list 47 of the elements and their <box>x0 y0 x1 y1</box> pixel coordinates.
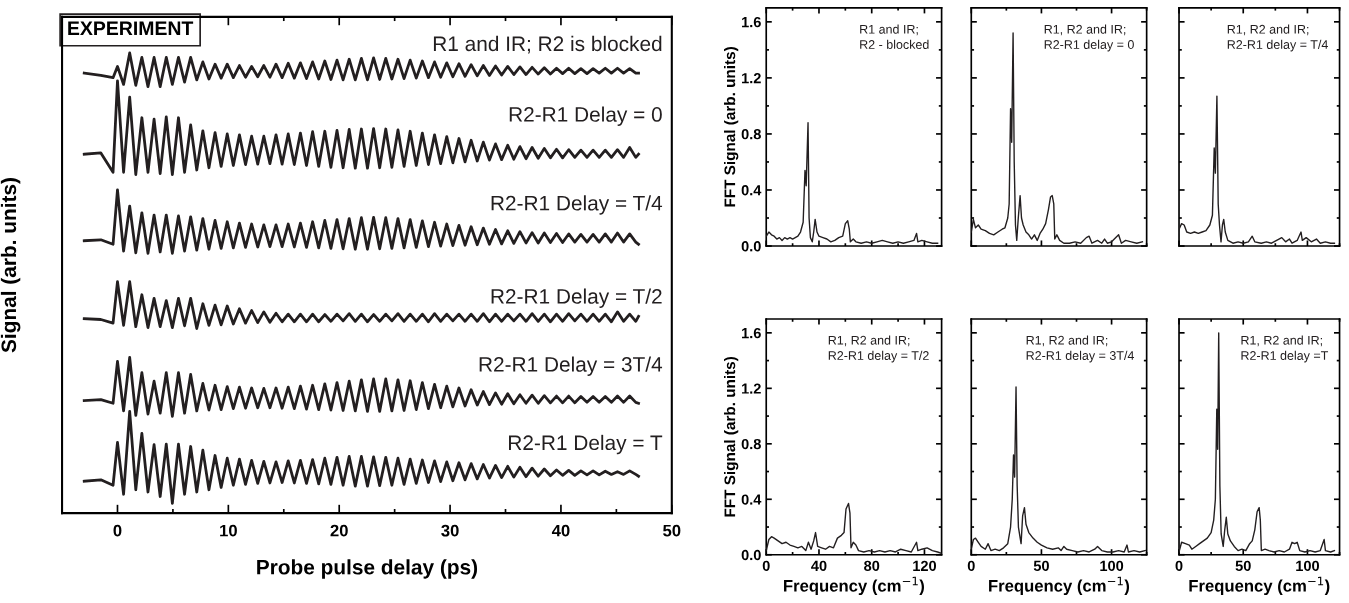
y-axis-title: FFT Signal (arb. units) <box>724 47 739 207</box>
y-tick-label: 0.0 <box>741 549 761 561</box>
x-tick-label: 40 <box>551 524 570 537</box>
y-axis-title: FFT Signal (arb. units) <box>724 357 739 517</box>
x-tick-label: 100 <box>1100 560 1124 572</box>
y-tick-label: 0.0 <box>741 241 761 252</box>
y-tick-label: 0.4 <box>741 494 762 505</box>
line-series <box>766 122 939 244</box>
x-axis-title: Frequency (cm$^{−1}$) <box>784 576 925 596</box>
x-axis-title: Frequency (cm$^{−1}$) <box>989 576 1130 596</box>
annotation: R1, R2 and IR; R2-R1 delay = T/4 <box>1227 24 1328 52</box>
y-tick-label: 0.8 <box>741 129 761 140</box>
x-tick-label: 120 <box>913 560 937 572</box>
y-tick-label: 1.2 <box>742 383 761 394</box>
y-tick-label: 0.4 <box>741 185 762 196</box>
x-tick-label: 30 <box>441 524 459 537</box>
x-tick-label: 50 <box>1033 560 1049 572</box>
annotation: R1 and IR; R2 - blocked <box>860 24 929 49</box>
x-tick-label: 50 <box>663 524 681 537</box>
series-label: R2-R1 Delay = 3T/4 <box>479 356 663 376</box>
y-tick-label: 1.6 <box>742 327 761 339</box>
annotation: R1, R2 and IR; R2-R1 delay = 3T/4 <box>1026 335 1135 363</box>
x-tick-label: 0 <box>113 524 122 537</box>
x-axis-title: Probe pulse delay (ps) <box>257 559 478 579</box>
annotation: R1, R2 and IR; R2-R1 delay = 0 <box>1044 24 1134 52</box>
y-axis-title: Signal (arb. units) <box>0 178 21 353</box>
series-label: R2-R1 Delay = T/4 <box>491 195 663 215</box>
annotation: R1, R2 and IR; R2-R1 delay = T/2 <box>828 335 929 363</box>
y-tick-label: 0.8 <box>741 438 761 450</box>
y-tick-label: 1.2 <box>742 72 761 84</box>
x-tick-label: 100 <box>1296 560 1320 572</box>
text: EXPERIMENT <box>68 21 194 35</box>
x-tick-label: 40 <box>811 560 827 572</box>
x-tick-label: 50 <box>1235 560 1251 572</box>
annotation: R1, R2 and IR; R2-R1 delay =T <box>1241 335 1329 363</box>
x-axis-title: Frequency (cm$^{−1}$) <box>1189 576 1330 596</box>
series-label: R2-R1 Delay = 0 <box>509 106 662 126</box>
series-label: R1 and IR; R2 is blocked <box>433 35 662 54</box>
y-tick-label: 1.6 <box>742 16 761 28</box>
x-tick-label: 0 <box>967 560 975 572</box>
series-label: R2-R1 Delay = T <box>509 434 663 455</box>
x-tick-label: 0 <box>1175 560 1183 572</box>
series-label: R2-R1 Delay = T/2 <box>491 288 662 308</box>
x-tick-label: 20 <box>330 524 348 537</box>
x-tick-label: 0 <box>762 560 770 572</box>
x-tick-label: 10 <box>220 524 237 537</box>
x-tick-label: 80 <box>864 560 880 572</box>
